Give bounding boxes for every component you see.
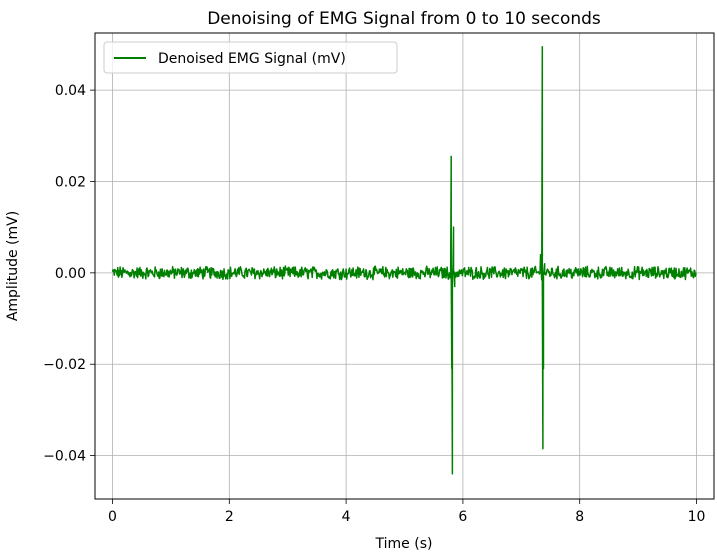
- y-axis-label: Amplitude (mV): [5, 211, 21, 321]
- x-axis-ticks: 0 2 4 6 8 10: [108, 499, 705, 525]
- chart-title: Denoising of EMG Signal from 0 to 10 sec…: [207, 9, 601, 29]
- series-line-denoised-emg: [111, 45, 697, 475]
- y-tick-label: 0.02: [55, 174, 86, 190]
- x-tick-label: 10: [688, 509, 706, 525]
- legend: Denoised EMG Signal (mV): [103, 41, 398, 74]
- y-tick-label: 0.00: [55, 266, 86, 282]
- legend-label-denoised-emg: Denoised EMG Signal (mV): [158, 51, 346, 67]
- y-axis-ticks: −0.04 −0.02 0.00 0.02 0.04: [43, 83, 95, 465]
- legend-box: [103, 41, 398, 74]
- x-tick-label: 4: [342, 509, 351, 525]
- x-axis-label: Time (s): [375, 536, 433, 552]
- x-tick-label: 8: [575, 509, 584, 525]
- x-tick-label: 0: [108, 509, 117, 525]
- x-tick-label: 2: [225, 509, 234, 525]
- x-tick-label: 6: [458, 509, 467, 525]
- plot-frame: [94, 32, 715, 500]
- y-tick-label: −0.04: [43, 449, 86, 465]
- y-tick-label: 0.04: [55, 83, 86, 99]
- grid-lines: [95, 33, 714, 499]
- y-tick-label: −0.02: [43, 357, 86, 373]
